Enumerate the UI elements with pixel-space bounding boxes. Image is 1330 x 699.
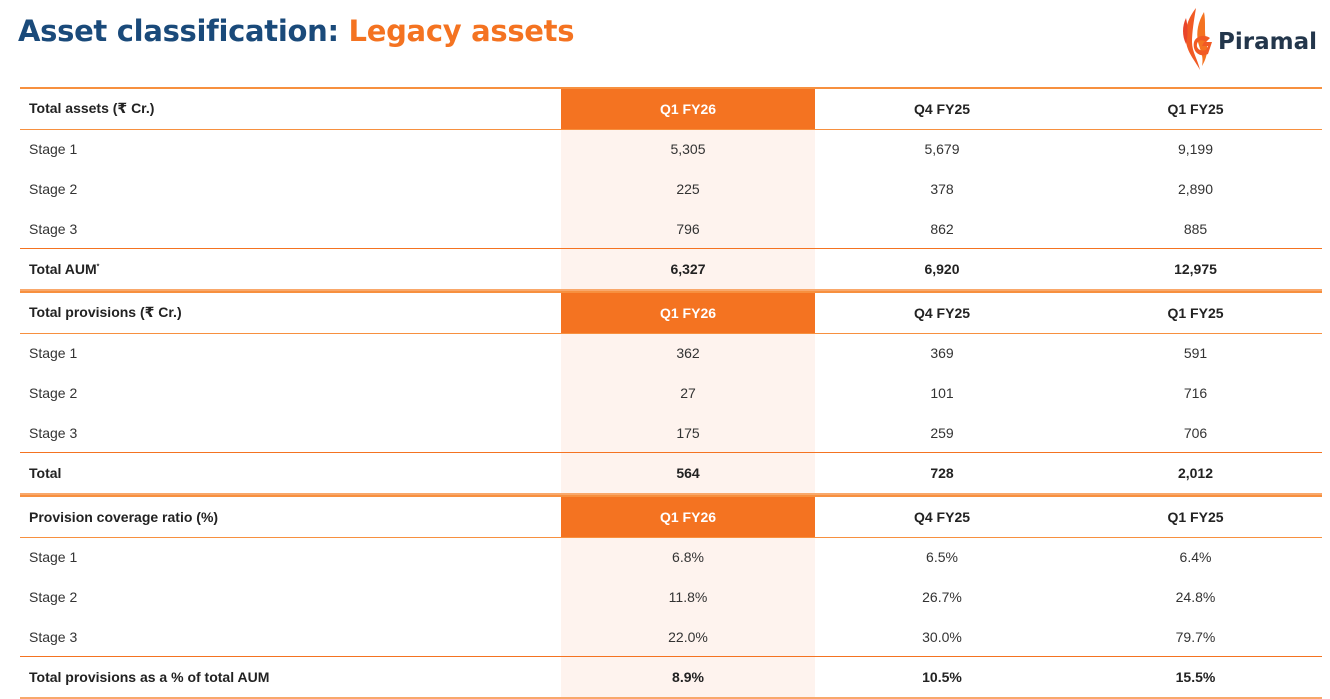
cell-value: 5,679 (924, 141, 960, 158)
section-header-label: Total assets (₹ Cr.) (29, 100, 155, 117)
total-value: 12,975 (1174, 261, 1217, 278)
column-header: Q1 FY25 (1167, 508, 1224, 525)
total-value: 8.9% (672, 669, 704, 686)
flame-logo-icon (1183, 8, 1212, 70)
column-header: Q1 FY25 (1167, 100, 1224, 117)
column-header-highlighted: Q1 FY26 (561, 292, 815, 333)
total-value: 10.5% (922, 669, 962, 686)
section-header-row: Total assets (₹ Cr.) Q1 FY26 Q4 FY25 Q1 … (20, 87, 1322, 130)
cell-value: 6.5% (926, 549, 958, 566)
asset-classification-table: Total assets (₹ Cr.) Q1 FY26 Q4 FY25 Q1 … (20, 87, 1322, 699)
row-label: Stage 1 (29, 549, 78, 566)
table-row: Stage 1 6.8% 6.5% 6.4% (20, 538, 1322, 578)
title-highlight: Legacy assets (348, 14, 575, 48)
highlight-column-q1fy26 (561, 87, 815, 699)
cell-value: 175 (676, 424, 700, 441)
cell-value: 22.0% (668, 628, 708, 645)
section-header-label: Total provisions (₹ Cr.) (29, 304, 182, 321)
cell-value: 26.7% (922, 588, 962, 605)
total-label: Total (29, 465, 62, 482)
row-label: Stage 3 (29, 424, 78, 441)
total-label: Total provisions as a % of total AUM (29, 669, 270, 686)
cell-value: 796 (676, 220, 700, 237)
total-value: 728 (930, 465, 954, 482)
cell-value: 369 (930, 345, 954, 362)
section-header-row: Provision coverage ratio (%) Q1 FY26 Q4 … (20, 494, 1322, 538)
row-label: Stage 1 (29, 345, 78, 362)
cell-value: 11.8% (668, 588, 708, 605)
row-label: Stage 2 (29, 180, 78, 197)
table-row: Stage 3 175 259 706 (20, 413, 1322, 453)
column-header: Q4 FY25 (913, 100, 971, 117)
cell-value: 9,199 (1177, 141, 1214, 158)
total-row: Total 564 728 2,012 (20, 452, 1322, 495)
cell-value: 2,890 (1177, 180, 1214, 197)
table-row: Stage 2 225 378 2,890 (20, 169, 1322, 209)
row-label: Stage 1 (29, 141, 78, 158)
logo-brand-text: Piramal (1218, 29, 1317, 55)
cell-value: 5,305 (670, 141, 706, 158)
cell-value: 27 (680, 384, 696, 401)
table-row: Stage 3 796 862 885 (20, 209, 1322, 249)
total-label: Total AUM* (20, 261, 561, 277)
column-header: Q4 FY25 (913, 304, 971, 321)
cell-value: 30.0% (922, 628, 962, 645)
section-header-row: Total provisions (₹ Cr.) Q1 FY26 Q4 FY25… (20, 290, 1322, 334)
title-main: Asset classification: (18, 14, 349, 48)
total-value: 2,012 (1177, 465, 1214, 482)
cell-value: 885 (1183, 220, 1208, 237)
cell-value: 591 (1183, 345, 1208, 362)
cell-value: 24.8% (1175, 588, 1216, 605)
footnote-marker: * (96, 263, 100, 271)
total-value: 564 (676, 465, 700, 482)
row-label: Stage 2 (29, 384, 78, 401)
piramal-logo: Piramal (1180, 6, 1317, 72)
section-header-label: Provision coverage ratio (%) (29, 508, 219, 525)
column-header: Q1 FY25 (1167, 304, 1224, 321)
cell-value: 79.7% (1175, 628, 1216, 645)
column-header: Q4 FY25 (913, 508, 971, 525)
total-row: Total AUM* 6,327 6,920 12,975 (20, 248, 1322, 291)
cell-value: 362 (676, 345, 700, 362)
page-title: Asset classification: Legacy assets (18, 14, 575, 48)
table-row: Stage 2 11.8% 26.7% 24.8% (20, 577, 1322, 617)
column-header-highlighted: Q1 FY26 (561, 496, 815, 537)
cell-value: 101 (930, 384, 954, 401)
table-row: Stage 1 5,305 5,679 9,199 (20, 130, 1322, 170)
cell-value: 6.4% (1179, 549, 1212, 566)
cell-value: 225 (676, 180, 700, 197)
row-label: Stage 3 (29, 628, 78, 645)
table-row: Stage 2 27 101 716 (20, 373, 1322, 413)
total-label-text: Total AUM (29, 261, 97, 278)
cell-value: 6.8% (672, 549, 704, 566)
total-value: 6,327 (670, 261, 706, 278)
cell-value: 259 (930, 424, 954, 441)
total-row: Total provisions as a % of total AUM 8.9… (20, 656, 1322, 699)
cell-value: 716 (1183, 384, 1208, 401)
cell-value: 862 (930, 220, 954, 237)
cell-value: 378 (930, 180, 954, 197)
total-value: 6,920 (924, 261, 960, 278)
table-row: Stage 1 362 369 591 (20, 334, 1322, 374)
total-value: 15.5% (1175, 669, 1216, 686)
row-label: Stage 2 (29, 588, 78, 605)
cell-value: 706 (1183, 424, 1208, 441)
row-label: Stage 3 (29, 220, 78, 237)
table-row: Stage 3 22.0% 30.0% 79.7% (20, 617, 1322, 657)
column-header-highlighted: Q1 FY26 (561, 89, 815, 129)
